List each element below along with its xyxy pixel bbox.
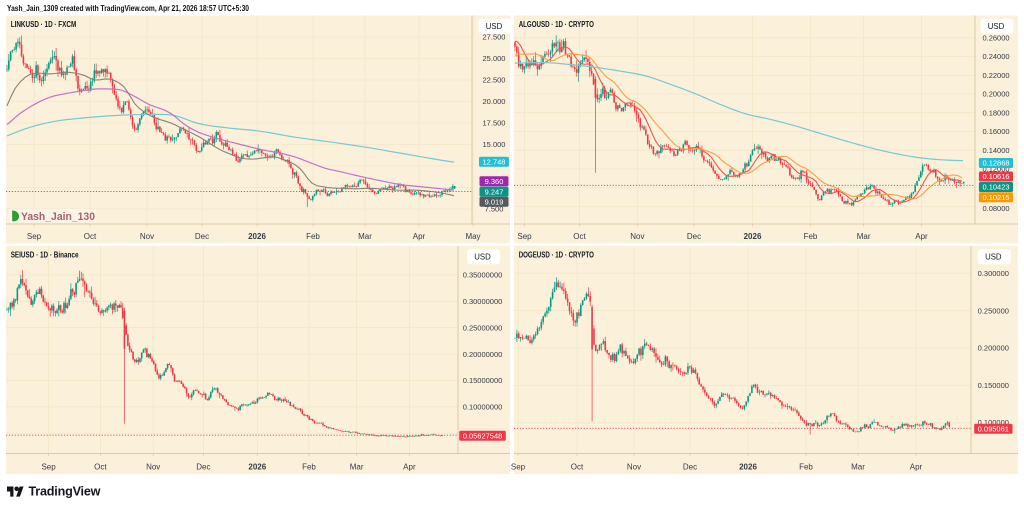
- svg-text:Feb: Feb: [306, 232, 320, 241]
- svg-text:2026: 2026: [739, 463, 757, 472]
- svg-text:0.20000000: 0.20000000: [463, 350, 503, 359]
- svg-text:Sep: Sep: [517, 232, 532, 241]
- svg-text:0.10000000: 0.10000000: [463, 403, 503, 412]
- svg-text:Feb: Feb: [799, 463, 813, 472]
- svg-text:Dec: Dec: [687, 232, 701, 241]
- svg-text:Feb: Feb: [302, 463, 316, 472]
- svg-text:USD: USD: [988, 22, 1005, 31]
- svg-text:Dec: Dec: [195, 232, 209, 241]
- svg-text:0.150000: 0.150000: [978, 381, 1009, 390]
- svg-text:0.12000: 0.12000: [982, 165, 1009, 174]
- svg-text:TradingView: TradingView: [29, 485, 101, 499]
- svg-text:0.05627548: 0.05627548: [463, 431, 503, 440]
- svg-text:0.25000000: 0.25000000: [463, 323, 503, 332]
- svg-text:0.35000000: 0.35000000: [463, 271, 503, 280]
- svg-text:25.000: 25.000: [483, 54, 506, 63]
- svg-text:2026: 2026: [248, 232, 266, 241]
- svg-text:2026: 2026: [744, 232, 762, 241]
- svg-text:15.000: 15.000: [483, 140, 506, 149]
- svg-text:Nov: Nov: [627, 463, 641, 472]
- svg-text:USD: USD: [474, 253, 491, 262]
- svg-text:0.24000: 0.24000: [982, 52, 1009, 61]
- svg-text:0.10423: 0.10423: [982, 183, 1009, 192]
- svg-text:Sep: Sep: [27, 232, 42, 241]
- svg-text:0.22000: 0.22000: [982, 71, 1009, 80]
- svg-text:0.15000000: 0.15000000: [463, 376, 503, 385]
- svg-text:Mar: Mar: [857, 232, 871, 241]
- svg-text:Dec: Dec: [683, 463, 697, 472]
- svg-text:0.26000: 0.26000: [982, 34, 1009, 43]
- svg-text:17.500: 17.500: [483, 119, 506, 128]
- svg-text:9.360: 9.360: [485, 177, 504, 186]
- svg-text:Mar: Mar: [358, 232, 372, 241]
- svg-text:Oct: Oct: [571, 463, 584, 472]
- svg-text:Dec: Dec: [196, 463, 210, 472]
- svg-text:May: May: [465, 232, 480, 241]
- svg-text:SEIUSD · 1D · Binance: SEIUSD · 1D · Binance: [11, 251, 79, 260]
- svg-text:0.12868: 0.12868: [982, 159, 1009, 168]
- svg-text:USD: USD: [486, 22, 503, 31]
- svg-text:12.748: 12.748: [483, 158, 506, 167]
- svg-text:Oct: Oct: [94, 463, 107, 472]
- svg-text:USD: USD: [985, 253, 1002, 262]
- svg-text:Yash_Jain_130: Yash_Jain_130: [21, 211, 95, 223]
- svg-text:0.095061: 0.095061: [978, 424, 1009, 433]
- svg-text:Apr: Apr: [915, 232, 928, 241]
- svg-text:0.14000: 0.14000: [982, 146, 1009, 155]
- svg-text:0.20000: 0.20000: [982, 90, 1009, 99]
- svg-text:Nov: Nov: [140, 232, 154, 241]
- svg-text:Apr: Apr: [403, 463, 416, 472]
- svg-text:7.500: 7.500: [485, 205, 504, 214]
- svg-text:27.500: 27.500: [483, 33, 506, 42]
- svg-text:Sep: Sep: [41, 463, 56, 472]
- svg-text:0.18000: 0.18000: [982, 108, 1009, 117]
- svg-text:0.100000: 0.100000: [978, 418, 1009, 427]
- svg-text:DOGEUSD · 1D · CRYPTO: DOGEUSD · 1D · CRYPTO: [519, 251, 594, 260]
- svg-text:Oct: Oct: [84, 232, 97, 241]
- svg-text:Nov: Nov: [146, 463, 160, 472]
- svg-text:0.08000: 0.08000: [982, 204, 1009, 213]
- svg-text:0.200000: 0.200000: [978, 344, 1009, 353]
- svg-text:ALGOUSD · 1D · CRYPTO: ALGOUSD · 1D · CRYPTO: [519, 20, 594, 29]
- svg-text:0.16000: 0.16000: [982, 127, 1009, 136]
- svg-text:LINKUSD · 1D · FXCM: LINKUSD · 1D · FXCM: [11, 20, 77, 29]
- svg-text:0.30000000: 0.30000000: [463, 297, 503, 306]
- svg-text:0.250000: 0.250000: [978, 306, 1009, 315]
- svg-text:Yash_Jain_1309 created with Tr: Yash_Jain_1309 created with TradingView.…: [7, 3, 249, 13]
- svg-text:Feb: Feb: [804, 232, 818, 241]
- svg-text:20.000: 20.000: [483, 97, 506, 106]
- svg-text:Nov: Nov: [630, 232, 644, 241]
- svg-text:Apr: Apr: [413, 232, 426, 241]
- svg-text:Apr: Apr: [910, 463, 923, 472]
- svg-text:Mar: Mar: [350, 463, 364, 472]
- svg-text:0.10215: 0.10215: [982, 193, 1009, 202]
- svg-text:22.500: 22.500: [483, 76, 506, 85]
- svg-text:0.10616: 0.10616: [982, 172, 1009, 181]
- svg-text:Mar: Mar: [851, 463, 865, 472]
- svg-text:9.247: 9.247: [485, 187, 504, 196]
- svg-text:9.019: 9.019: [485, 198, 504, 207]
- svg-text:Sep: Sep: [511, 463, 526, 472]
- svg-text:0.300000: 0.300000: [978, 269, 1009, 278]
- svg-text:Oct: Oct: [573, 232, 586, 241]
- svg-text:2026: 2026: [248, 463, 266, 472]
